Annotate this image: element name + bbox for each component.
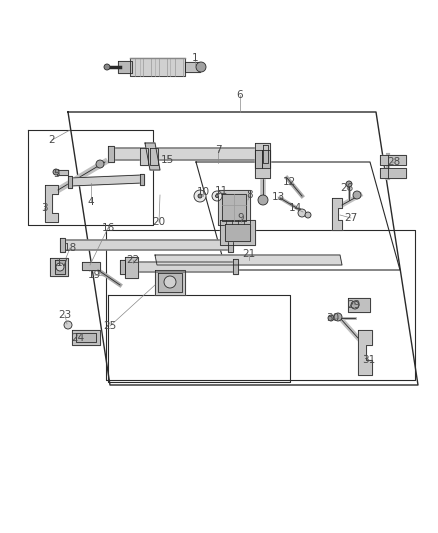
Text: 4: 4 [88, 197, 94, 207]
Circle shape [196, 62, 206, 72]
Polygon shape [76, 333, 96, 342]
Polygon shape [140, 148, 148, 165]
Text: 10: 10 [196, 187, 209, 197]
Text: 12: 12 [283, 177, 296, 187]
Circle shape [96, 160, 104, 168]
Text: 9: 9 [238, 213, 244, 223]
Text: 13: 13 [272, 192, 285, 202]
Circle shape [258, 195, 268, 205]
Circle shape [305, 212, 311, 218]
Polygon shape [155, 255, 342, 265]
Polygon shape [218, 190, 250, 225]
Polygon shape [380, 155, 406, 165]
Polygon shape [185, 62, 200, 72]
Polygon shape [70, 175, 142, 186]
Circle shape [53, 169, 59, 175]
Polygon shape [222, 194, 246, 221]
Polygon shape [358, 330, 372, 375]
Polygon shape [158, 273, 182, 292]
Text: 22: 22 [127, 255, 140, 265]
Circle shape [334, 313, 342, 321]
Text: 18: 18 [64, 243, 77, 253]
Polygon shape [68, 176, 72, 188]
Polygon shape [122, 262, 237, 272]
Text: 24: 24 [71, 333, 85, 343]
Circle shape [56, 263, 64, 271]
Polygon shape [125, 257, 138, 278]
Polygon shape [62, 240, 232, 250]
Circle shape [215, 195, 219, 198]
Polygon shape [57, 170, 68, 175]
Polygon shape [108, 146, 114, 162]
Text: 25: 25 [103, 321, 117, 331]
Text: 26: 26 [340, 183, 353, 193]
Circle shape [64, 321, 72, 329]
Text: 16: 16 [101, 223, 115, 233]
Circle shape [353, 191, 361, 199]
Circle shape [212, 191, 222, 201]
Text: 27: 27 [344, 213, 357, 223]
Polygon shape [225, 224, 250, 241]
Polygon shape [332, 198, 342, 230]
Text: 17: 17 [55, 258, 69, 268]
Polygon shape [155, 270, 185, 295]
Polygon shape [348, 298, 370, 312]
Polygon shape [140, 174, 144, 185]
Text: 30: 30 [326, 313, 339, 323]
Text: 2: 2 [49, 135, 55, 145]
Text: 8: 8 [247, 190, 253, 200]
Text: 15: 15 [160, 155, 173, 165]
Polygon shape [60, 238, 65, 252]
Polygon shape [255, 143, 270, 178]
Text: 19: 19 [87, 270, 101, 280]
Polygon shape [110, 148, 268, 160]
Polygon shape [72, 330, 100, 345]
Polygon shape [228, 237, 233, 252]
Text: 21: 21 [242, 249, 256, 259]
Text: 11: 11 [214, 186, 228, 196]
Text: 7: 7 [215, 145, 221, 155]
Text: 3: 3 [41, 203, 47, 213]
Text: 6: 6 [237, 90, 244, 100]
Polygon shape [150, 148, 158, 165]
Polygon shape [380, 168, 406, 178]
Text: 1: 1 [192, 53, 198, 63]
Text: 20: 20 [152, 217, 166, 227]
Polygon shape [262, 150, 270, 168]
Polygon shape [255, 150, 262, 168]
Text: 23: 23 [58, 310, 72, 320]
Circle shape [104, 64, 110, 70]
Polygon shape [50, 258, 68, 276]
Polygon shape [130, 58, 185, 76]
Polygon shape [45, 185, 58, 222]
Polygon shape [263, 145, 268, 163]
Circle shape [164, 276, 176, 288]
Polygon shape [145, 143, 160, 170]
Circle shape [351, 301, 359, 309]
Polygon shape [82, 262, 100, 270]
Circle shape [198, 194, 202, 198]
Polygon shape [120, 260, 125, 274]
Circle shape [346, 181, 352, 187]
Circle shape [328, 315, 334, 321]
Text: 28: 28 [387, 157, 401, 167]
Text: 14: 14 [288, 203, 302, 213]
Polygon shape [118, 61, 132, 73]
Text: 31: 31 [362, 355, 376, 365]
Polygon shape [220, 220, 255, 245]
Circle shape [298, 209, 306, 217]
Text: 5: 5 [54, 169, 60, 179]
Polygon shape [233, 259, 238, 274]
Polygon shape [55, 260, 65, 274]
Circle shape [194, 190, 206, 202]
Text: 29: 29 [347, 300, 360, 310]
